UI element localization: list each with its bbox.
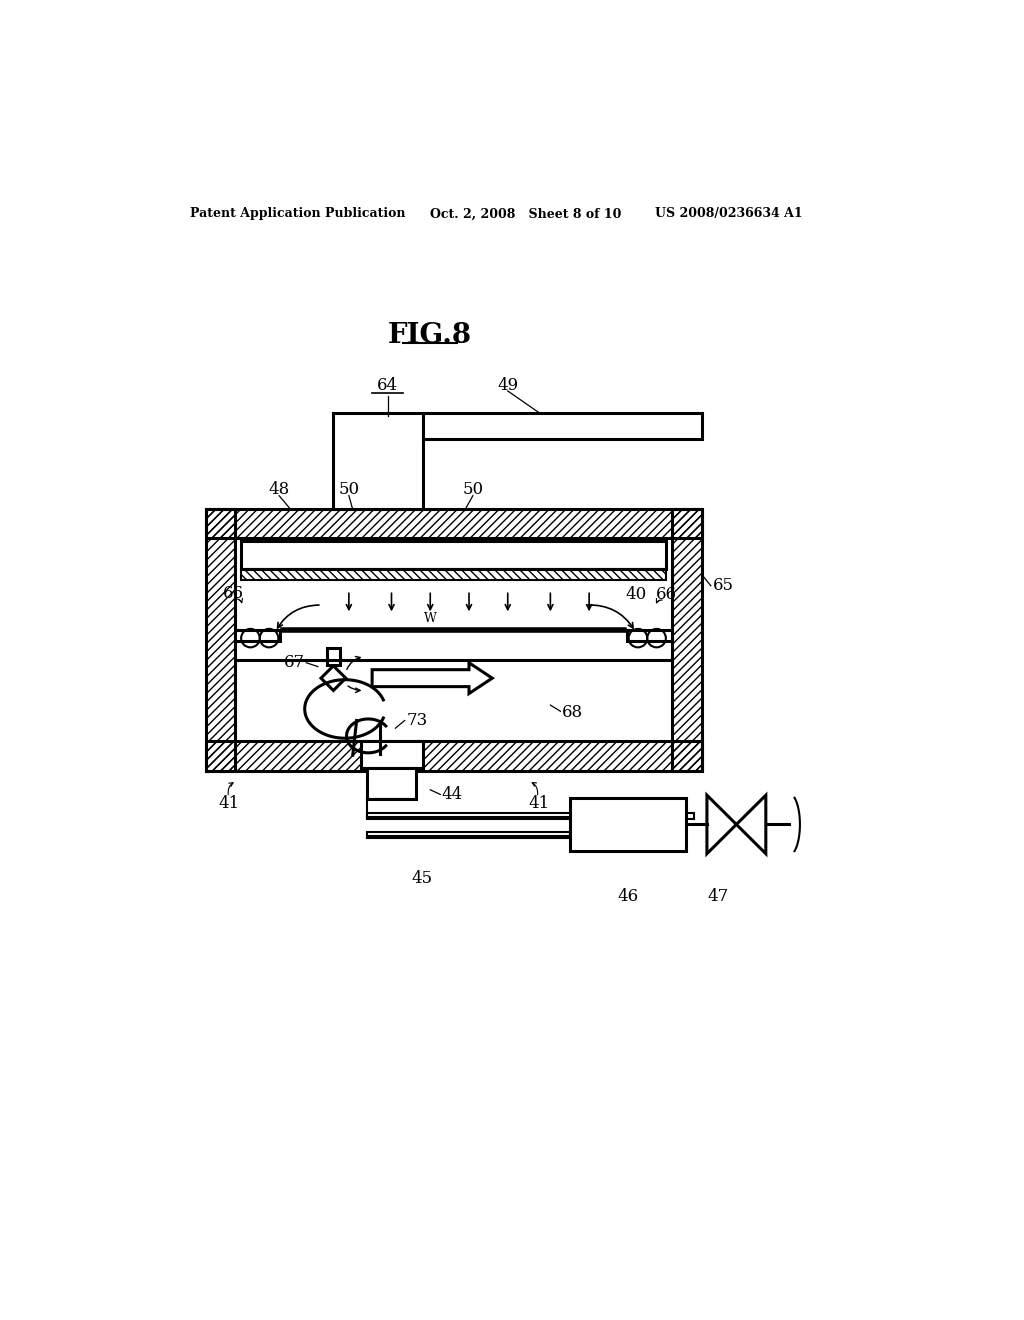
Bar (423, 412, 701, 440)
Bar (206, 508, 234, 771)
Text: 45: 45 (412, 870, 433, 887)
Bar (334, 412, 423, 508)
Bar (206, 508, 701, 539)
Text: W: W (424, 612, 436, 626)
Text: 67: 67 (284, 655, 305, 672)
Bar (367, 813, 693, 818)
Polygon shape (321, 665, 346, 690)
Bar (627, 631, 672, 642)
Text: 41: 41 (218, 795, 240, 812)
Text: 49: 49 (498, 378, 518, 395)
Polygon shape (707, 795, 736, 854)
Bar (206, 742, 701, 771)
Text: 68: 68 (562, 705, 583, 721)
Bar (328, 648, 340, 665)
Bar (241, 569, 666, 579)
Bar (367, 768, 417, 799)
Text: 40: 40 (625, 586, 646, 603)
Text: 64: 64 (377, 378, 398, 395)
Bar (367, 832, 569, 838)
Text: 48: 48 (268, 480, 290, 498)
Text: FIG.8: FIG.8 (388, 322, 472, 348)
Bar (569, 797, 686, 851)
Text: US 2008/0236634 A1: US 2008/0236634 A1 (655, 207, 803, 220)
Text: 65: 65 (713, 577, 734, 594)
Text: 50: 50 (462, 480, 483, 498)
Bar (672, 508, 701, 771)
Text: 73: 73 (407, 711, 428, 729)
Bar (360, 742, 423, 768)
Text: 66: 66 (656, 586, 677, 603)
Text: Oct. 2, 2008   Sheet 8 of 10: Oct. 2, 2008 Sheet 8 of 10 (430, 207, 622, 220)
Bar (234, 631, 280, 642)
Text: 44: 44 (442, 785, 463, 803)
Text: 66: 66 (223, 585, 244, 602)
FancyArrow shape (372, 663, 493, 693)
Bar (241, 541, 666, 569)
Text: 47: 47 (708, 887, 729, 904)
Text: 41: 41 (528, 795, 549, 812)
Text: Patent Application Publication: Patent Application Publication (190, 207, 406, 220)
Polygon shape (736, 795, 766, 854)
Text: 46: 46 (617, 887, 638, 904)
Text: 50: 50 (338, 480, 359, 498)
